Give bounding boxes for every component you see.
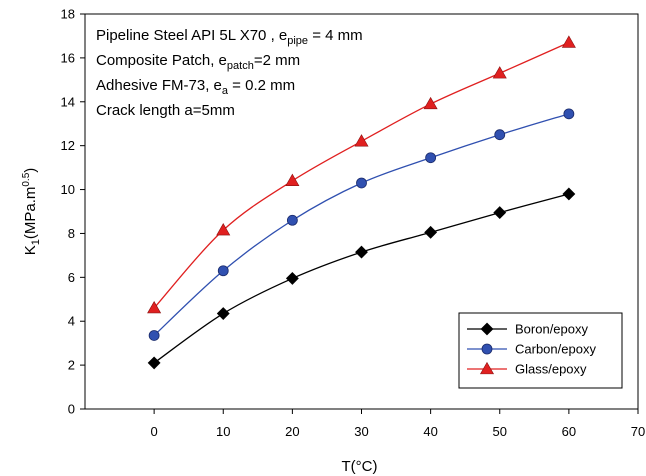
- x-tick-label: 20: [285, 424, 299, 439]
- annotation-text: Crack length a=5mm: [96, 102, 235, 119]
- data-point-boron: [147, 356, 161, 370]
- data-point-carbon: [217, 265, 229, 277]
- x-tick-label: 50: [493, 424, 507, 439]
- data-point-boron: [493, 206, 507, 220]
- y-tick-label: 8: [68, 226, 75, 241]
- data-point-glass: [354, 134, 369, 147]
- y-axis-title-sub: 1: [30, 239, 42, 245]
- y-tick-label: 14: [61, 94, 75, 109]
- data-point-boron: [562, 187, 576, 201]
- y-tick-label: 4: [68, 314, 75, 329]
- y-tick-label: 6: [68, 270, 75, 285]
- y-tick-label: 0: [68, 402, 75, 417]
- x-tick-label: 70: [631, 424, 645, 439]
- data-point-carbon: [148, 330, 160, 341]
- legend: Boron/epoxy Carbon/epoxy Glass/epoxy: [458, 312, 623, 389]
- y-axis-title-main: K: [22, 245, 39, 255]
- x-tick-label: 30: [354, 424, 368, 439]
- x-tick-label: 40: [423, 424, 437, 439]
- data-point-glass: [147, 300, 162, 314]
- y-axis-title: K1(MPa.m0.5): [21, 168, 42, 256]
- x-tick-label: 10: [216, 424, 230, 439]
- data-point-glass: [492, 66, 507, 79]
- data-point-carbon: [494, 129, 506, 141]
- annotation-text: Composite Patch, e: [96, 52, 227, 69]
- annotation-subscript: pipe: [287, 35, 308, 47]
- data-point-glass: [285, 173, 300, 186]
- data-point-carbon: [563, 108, 575, 120]
- data-point-glass: [561, 35, 576, 48]
- annotation-text: Adhesive FM-73, e: [96, 77, 222, 94]
- data-point-boron: [216, 307, 230, 320]
- legend-marker-glass: [479, 361, 495, 375]
- annotation-text: = 0.2 mm: [228, 77, 295, 94]
- legend-marker-boron: [480, 322, 494, 336]
- annotation-line: Pipeline Steel API 5L X70 , epipe = 4 mm: [96, 27, 363, 47]
- legend-marker-carbon: [481, 343, 493, 355]
- annotation-line: Adhesive FM-73, ea = 0.2 mm: [96, 77, 295, 97]
- annotation-text: Pipeline Steel API 5L X70 , e: [96, 27, 287, 44]
- data-point-carbon: [356, 177, 367, 189]
- series-line-carbon: [153, 113, 570, 336]
- y-tick-label: 2: [68, 358, 75, 373]
- data-point-boron: [424, 225, 438, 239]
- data-point-glass: [216, 223, 231, 236]
- legend-label-glass: Glass/epoxy: [515, 362, 587, 377]
- annotation-text: = 4 mm: [308, 27, 363, 44]
- data-point-carbon: [425, 152, 437, 164]
- legend-label-carbon: Carbon/epoxy: [515, 342, 596, 357]
- x-tick-label: 0: [151, 424, 158, 439]
- y-axis-title-close: ): [22, 168, 39, 173]
- y-tick-label: 18: [61, 7, 75, 22]
- data-point-carbon: [286, 214, 298, 226]
- annotation-text: =2 mm: [254, 52, 300, 69]
- annotation-subscript: patch: [227, 60, 254, 72]
- y-axis-title-unit: (MPa.m: [22, 187, 39, 240]
- annotation-line: Crack length a=5mm: [96, 102, 235, 119]
- x-tick-label: 60: [562, 424, 576, 439]
- y-tick-label: 12: [61, 138, 75, 153]
- y-axis-title-sup: 0.5: [21, 172, 32, 186]
- y-tick-label: 16: [61, 50, 75, 65]
- data-point-boron: [285, 272, 299, 285]
- y-tick-label: 10: [61, 182, 75, 197]
- annotation-subscript: a: [222, 85, 229, 97]
- legend-label-boron: Boron/epoxy: [515, 322, 588, 337]
- data-point-boron: [355, 245, 368, 259]
- data-point-glass: [423, 96, 438, 110]
- annotation-line: Composite Patch, epatch=2 mm: [96, 52, 300, 72]
- x-axis-title: T(°C): [342, 458, 378, 475]
